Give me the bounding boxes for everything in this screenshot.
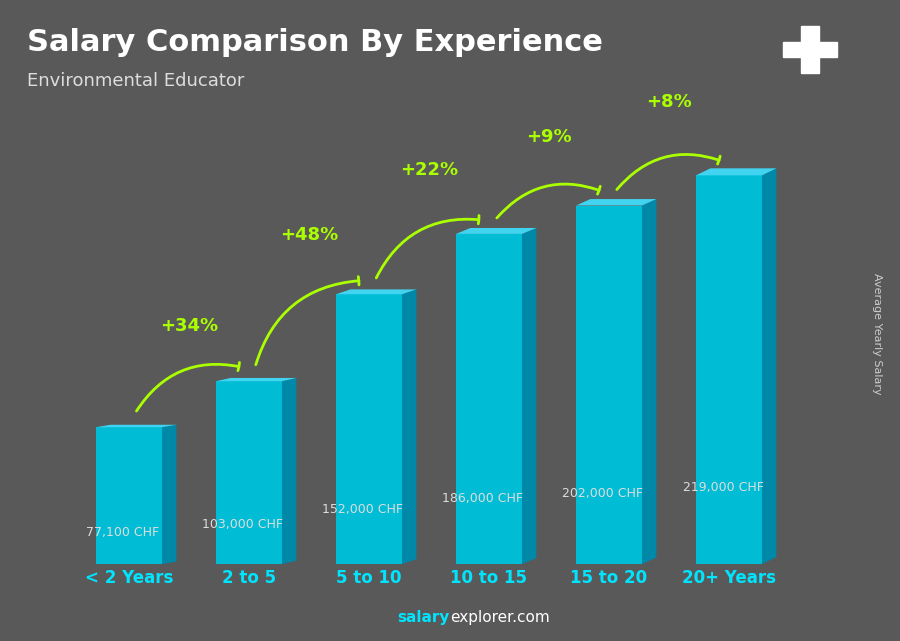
- Text: salary: salary: [398, 610, 450, 625]
- Text: explorer.com: explorer.com: [450, 610, 550, 625]
- Text: +8%: +8%: [646, 93, 692, 111]
- Bar: [576, 206, 642, 564]
- Text: Environmental Educator: Environmental Educator: [27, 72, 245, 90]
- Text: +48%: +48%: [280, 226, 338, 244]
- Text: 152,000 CHF: 152,000 CHF: [322, 503, 403, 515]
- Text: +9%: +9%: [526, 128, 572, 146]
- Polygon shape: [402, 290, 417, 564]
- Bar: [336, 294, 402, 564]
- Bar: [216, 381, 282, 564]
- Polygon shape: [576, 199, 656, 206]
- Bar: [783, 42, 837, 58]
- Polygon shape: [696, 169, 777, 176]
- Text: Salary Comparison By Experience: Salary Comparison By Experience: [27, 28, 603, 57]
- Polygon shape: [336, 290, 417, 294]
- Polygon shape: [522, 228, 536, 564]
- Text: 219,000 CHF: 219,000 CHF: [682, 481, 763, 494]
- Bar: [96, 427, 162, 564]
- Polygon shape: [216, 378, 296, 381]
- Polygon shape: [456, 228, 536, 234]
- Text: +34%: +34%: [160, 317, 218, 335]
- Text: 103,000 CHF: 103,000 CHF: [202, 518, 284, 531]
- Bar: [801, 26, 819, 74]
- Text: 77,100 CHF: 77,100 CHF: [86, 526, 159, 540]
- Polygon shape: [642, 199, 656, 564]
- Text: +22%: +22%: [400, 160, 458, 179]
- Bar: [696, 176, 762, 564]
- Polygon shape: [762, 169, 777, 564]
- Text: 202,000 CHF: 202,000 CHF: [562, 487, 644, 499]
- Polygon shape: [162, 425, 176, 564]
- Polygon shape: [96, 425, 176, 427]
- Bar: [456, 234, 522, 564]
- Text: 186,000 CHF: 186,000 CHF: [443, 492, 524, 504]
- Polygon shape: [282, 378, 296, 564]
- Text: Average Yearly Salary: Average Yearly Salary: [872, 272, 883, 394]
